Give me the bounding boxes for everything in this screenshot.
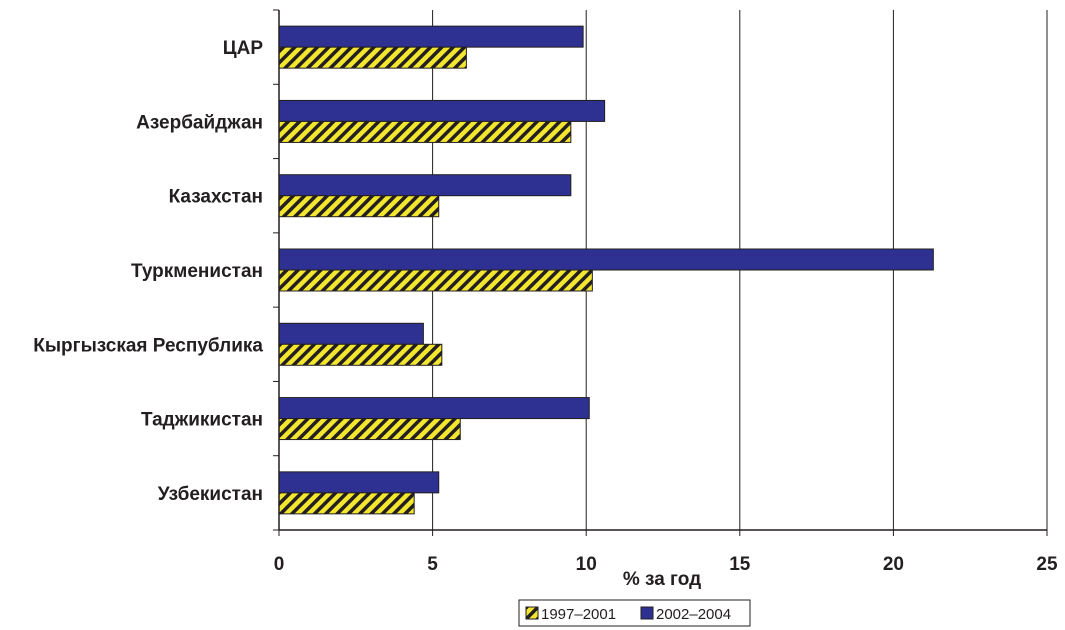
x-tick-label: 5 [427, 554, 438, 575]
x-tick-label: 20 [883, 554, 904, 575]
bar-1997-2001 [278, 46, 467, 69]
axes [273, 9, 1048, 536]
bar-2002-2004 [278, 99, 606, 122]
bar-1997-2001 [278, 120, 572, 143]
legend-label-1997-2001: 1997–2001 [541, 606, 616, 623]
bar-2002-2004 [278, 397, 590, 420]
bar-2002-2004 [278, 174, 572, 197]
legend-swatch-2002-2004 [640, 606, 654, 620]
category-label: Кыргызская Республика [33, 335, 263, 356]
bar-2002-2004 [278, 248, 934, 271]
legend: 1997–2001 2002–2004 [518, 599, 751, 627]
bar-2002-2004 [278, 322, 424, 345]
category-label: Казахстан [169, 187, 263, 208]
x-tick-label: 25 [1036, 554, 1058, 575]
category-labels: ЦАР Азербайджан Казахстан Туркменистан Кыргы… [33, 38, 263, 505]
category-label: Азербайджан [136, 112, 263, 133]
bar-1997-2001 [278, 269, 593, 292]
category-label: ЦАР [223, 38, 264, 59]
legend-swatch-1997-2001 [525, 606, 539, 620]
bar-2002-2004 [278, 471, 440, 494]
x-tick-label: 10 [576, 554, 597, 575]
bar-1997-2001 [278, 195, 440, 218]
bar-2002-2004 [278, 25, 584, 48]
x-tick-label: 15 [729, 554, 751, 575]
bar-1997-2001 [278, 492, 415, 515]
legend-label-2002-2004: 2002–2004 [656, 606, 731, 623]
bar-1997-2001 [278, 343, 443, 366]
x-axis-title: % за год [623, 569, 701, 590]
bar-1997-2001 [278, 418, 461, 441]
category-label: Узбекистан [158, 484, 263, 505]
x-tick-label: 0 [274, 554, 285, 575]
bars [278, 25, 934, 515]
x-tick-labels: 0 5 10 15 20 25 [274, 554, 1058, 575]
category-label: Таджикистан [141, 410, 263, 431]
category-label: Туркменистан [131, 261, 263, 282]
legend-box [518, 599, 751, 627]
